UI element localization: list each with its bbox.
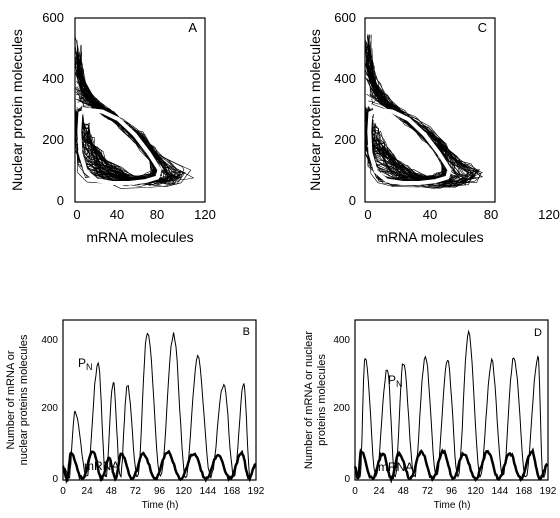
tick-label: 0 <box>349 193 356 208</box>
y-axis-label: Nuclear protein molecules <box>9 29 25 191</box>
tick-label: 0 <box>344 474 350 485</box>
pn-subscript: N <box>86 362 93 372</box>
tick-label: 72 <box>130 486 142 497</box>
panel-label-a: A <box>188 20 197 35</box>
y-axis-label: Nuclear protein molecules <box>307 29 323 191</box>
tick-label: 0 <box>57 193 64 208</box>
tick-label: 200 <box>42 132 64 147</box>
tick-label: 96 <box>446 486 458 497</box>
tick-label: 400 <box>334 71 356 86</box>
panel-label-b: B <box>243 326 250 338</box>
tick-label: 48 <box>106 486 118 497</box>
limit-cycle <box>367 107 452 185</box>
y-axis-label-line1: Number of mRNA or nuclear <box>303 331 315 469</box>
stochastic-trajectory <box>75 57 175 183</box>
tick-label: 168 <box>224 486 241 497</box>
tick-label: 80 <box>150 207 164 222</box>
tick-label: 400 <box>333 335 350 346</box>
mrna-annotation: mRNA <box>378 460 413 474</box>
x-tick-labels: 0 24 48 72 96 120 144 168 192 <box>352 486 557 497</box>
protein-series <box>354 329 548 479</box>
tick-label: 200 <box>333 403 350 414</box>
tick-label: 96 <box>154 486 166 497</box>
tick-label: 0 <box>52 474 58 485</box>
tick-label: 24 <box>82 486 94 497</box>
stochastic-trajectory <box>74 71 160 185</box>
tick-label: 600 <box>42 10 64 25</box>
tick-label: 0 <box>364 207 371 222</box>
pn-annotation: PN <box>388 373 403 389</box>
mrna-annotation: mRNA <box>84 459 119 473</box>
tick-label: 600 <box>334 10 356 25</box>
tick-label: 400 <box>41 335 58 346</box>
tick-label: 72 <box>422 486 434 497</box>
protein-series <box>62 332 256 480</box>
mrna-series <box>353 447 549 484</box>
panel-b: B PN mRNA 400 200 0 0 24 48 72 96 120 144 168 19… <box>5 319 265 511</box>
stochastic-trajectory <box>366 42 475 185</box>
tick-label: 80 <box>484 207 498 222</box>
pn-main: P <box>78 356 86 370</box>
mrna-series <box>61 449 257 485</box>
tick-label: 192 <box>540 486 557 497</box>
tick-label: 200 <box>334 132 356 147</box>
tick-label: 40 <box>110 207 124 222</box>
x-axis-label: mRNA molecules <box>86 229 193 245</box>
tick-label: 120 <box>194 207 216 222</box>
stochastic-trajectory <box>367 34 481 188</box>
panel-label-c: C <box>478 20 487 35</box>
tick-label: 120 <box>175 486 192 497</box>
tick-label: 144 <box>199 486 216 497</box>
x-axis-label: Time (h) <box>434 500 471 511</box>
tick-label: 120 <box>467 486 484 497</box>
stochastic-trajectory <box>364 41 469 186</box>
panel-d: D PN mRNA 400 200 0 0 24 48 72 96 120 144 168 19… <box>303 319 557 511</box>
pn-annotation: PN <box>78 356 93 372</box>
pn-main: P <box>388 373 396 387</box>
tick-label: 48 <box>398 486 410 497</box>
tick-label: 120 <box>538 207 560 222</box>
plot-frame <box>354 319 549 481</box>
panel-a: A 600 400 200 0 0 40 80 120 mRNA molecul… <box>9 10 216 245</box>
tick-label: 400 <box>42 71 64 86</box>
y-axis-label-line1: Number of mRNA or <box>5 350 17 449</box>
pn-subscript: N <box>396 379 403 389</box>
y-axis-label-line2: proteins molecules <box>316 354 328 446</box>
tick-label: 168 <box>516 486 533 497</box>
tick-label: 0 <box>60 486 66 497</box>
tick-label: 200 <box>41 403 58 414</box>
y-axis-label-line2: nuclear proteins molecules <box>18 334 30 465</box>
panel-label-d: D <box>534 327 542 339</box>
x-axis-label: Time (h) <box>142 500 179 511</box>
plot-frame <box>62 319 257 481</box>
x-tick-labels: 0 24 48 72 96 120 144 168 192 <box>60 486 265 497</box>
panel-c: C 600 400 200 0 0 40 80 120 mRNA molecul… <box>307 10 560 245</box>
tick-label: 40 <box>423 207 437 222</box>
tick-label: 144 <box>491 486 508 497</box>
tick-label: 24 <box>374 486 386 497</box>
tick-label: 192 <box>248 486 265 497</box>
limit-cycle <box>77 107 162 185</box>
tick-label: 0 <box>73 207 80 222</box>
x-axis-label: mRNA molecules <box>376 229 483 245</box>
tick-label: 0 <box>352 486 358 497</box>
